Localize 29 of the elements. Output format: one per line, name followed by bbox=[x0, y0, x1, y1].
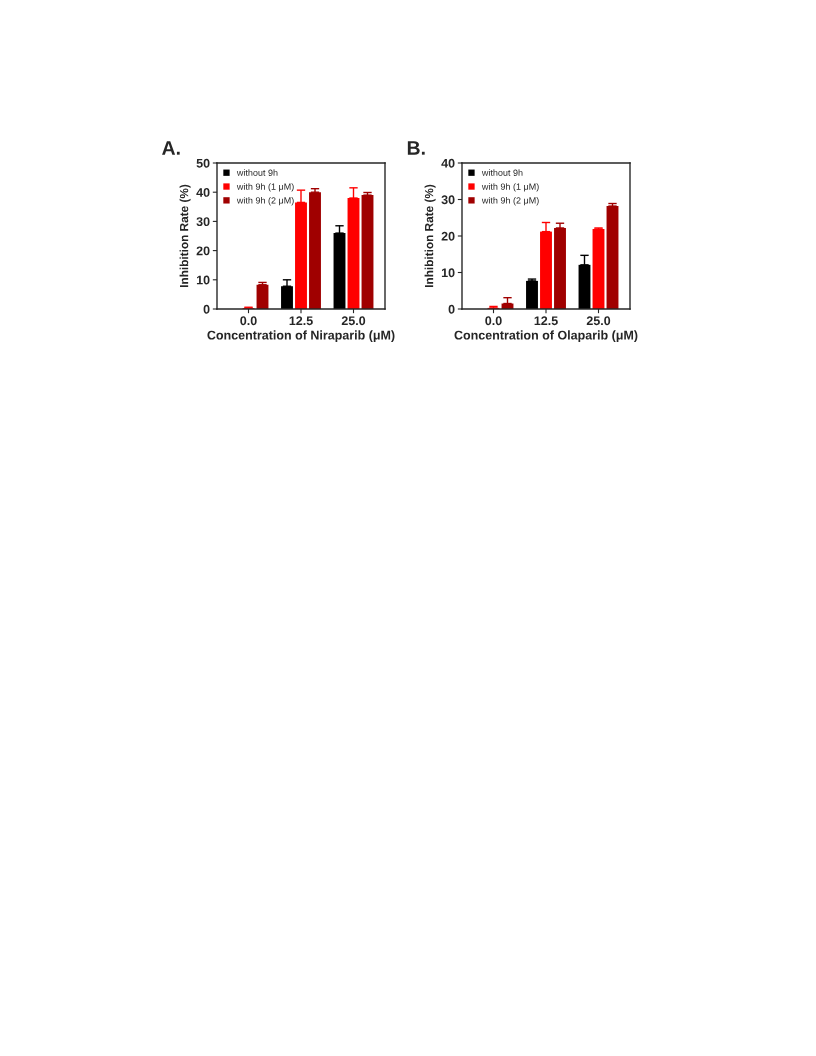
y-tick-label: 0 bbox=[203, 304, 210, 314]
x-axis-title: Concentration of Olaparib (μM) bbox=[454, 330, 638, 343]
legend-label: without 9h bbox=[236, 169, 278, 176]
legend-label: with 9h (1 μM) bbox=[236, 183, 294, 192]
chart-title: B. bbox=[407, 141, 425, 155]
x-tick-label: 25.0 bbox=[586, 316, 611, 326]
y-tick-label: 10 bbox=[196, 275, 210, 285]
y-tick-label: 50 bbox=[196, 158, 210, 168]
x-axis-title: Concentration of Niraparib (μM) bbox=[207, 330, 395, 343]
legend-label: with 9h (1 μM) bbox=[481, 183, 539, 192]
y-tick-label: 20 bbox=[196, 246, 210, 256]
y-tick-label: 0 bbox=[448, 304, 455, 314]
x-tick-label: 0.0 bbox=[240, 316, 257, 326]
y-tick-label: 10 bbox=[441, 268, 455, 278]
y-tick-label: 30 bbox=[196, 217, 210, 227]
x-tick-label: 12.5 bbox=[289, 316, 313, 326]
x-tick-label: 25.0 bbox=[341, 316, 366, 326]
y-axis-title: Inhibition Rate (%) bbox=[424, 184, 436, 288]
y-tick-label: 40 bbox=[196, 188, 210, 197]
legend-label: with 9h (2 μM) bbox=[481, 196, 539, 206]
y-tick-label: 20 bbox=[441, 231, 455, 241]
legend-label: without 9h bbox=[481, 169, 523, 176]
y-tick-label: 40 bbox=[441, 158, 455, 168]
legend-label: with 9h (2 μM) bbox=[236, 196, 294, 206]
chart-title: A. bbox=[162, 141, 180, 155]
x-tick-label: 0.0 bbox=[485, 316, 502, 326]
y-axis-title: Inhibition Rate (%) bbox=[179, 184, 191, 288]
x-tick-label: 12.5 bbox=[534, 316, 558, 326]
y-tick-label: 30 bbox=[441, 195, 455, 205]
